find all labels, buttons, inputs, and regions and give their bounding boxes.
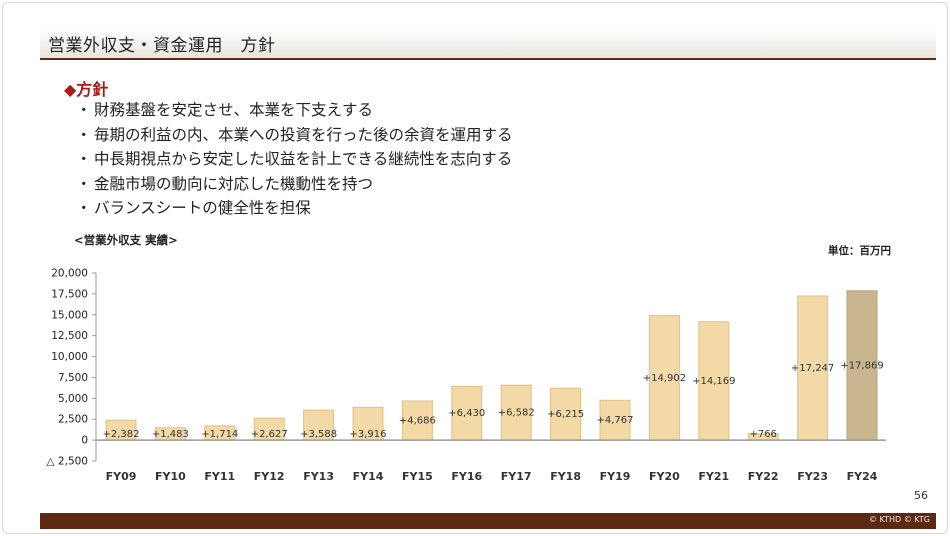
policy-item-text: 毎期の利益の内、本業への投資を行った後の余資を運用する [94, 125, 513, 144]
x-tick-label: FY22 [748, 470, 779, 483]
y-tick-label: 2,500 [58, 414, 88, 426]
data-label: +2,382 [102, 429, 139, 440]
data-label: +766 [749, 429, 776, 440]
data-label: +4,686 [399, 416, 436, 427]
data-label: +6,215 [547, 409, 584, 420]
data-label: +1,483 [152, 429, 189, 440]
x-tick-label: FY24 [847, 470, 878, 483]
chart-title: <営業外収支 実績> [74, 233, 178, 247]
data-label: +14,902 [643, 373, 686, 384]
page-number: 56 [914, 489, 928, 502]
x-tick-label: FY23 [797, 470, 828, 483]
bar [550, 387, 582, 441]
bar [500, 384, 532, 441]
data-label: +17,247 [791, 363, 834, 374]
bullet-marker: ・ [76, 150, 92, 168]
policy-list: ・財務基盤を安定させ、本業を下支えする ・毎期の利益の内、本業への投資を行った後… [76, 98, 513, 221]
y-tick-label: △ 2,500 [47, 456, 88, 468]
x-tick-label: FY14 [353, 470, 384, 483]
bullet-marker: ・ [76, 101, 92, 119]
policy-item: ・バランスシートの健全性を担保 [76, 196, 513, 221]
x-tick-label: FY13 [303, 470, 334, 483]
policy-item: ・金融市場の動向に対応した機動性を持つ [76, 172, 513, 197]
y-tick-label: 7,500 [58, 372, 88, 384]
policy-item-text: 財務基盤を安定させ、本業を下支えする [94, 101, 374, 119]
bar [648, 315, 680, 441]
data-label: +1,714 [201, 429, 238, 440]
data-label: +14,169 [692, 376, 735, 387]
bullet-marker: ・ [76, 174, 92, 193]
y-tick-label: 20,000 [51, 268, 88, 280]
x-tick-label: FY09 [106, 470, 137, 483]
x-tick-label: FY19 [600, 470, 631, 483]
policy-item: ・毎期の利益の内、本業への投資を行った後の余資を運用する [76, 123, 513, 148]
policy-heading: ◆方針 [64, 80, 109, 99]
data-label: +2,627 [251, 429, 288, 440]
x-tick-label: FY18 [550, 470, 581, 483]
y-tick-label: 12,500 [51, 330, 88, 342]
policy-item: ・財務基盤を安定させ、本業を下支えする [76, 98, 513, 123]
policy-item-text: バランスシートの健全性を担保 [94, 199, 311, 217]
x-tick-label: FY17 [501, 470, 532, 483]
y-tick-label: 10,000 [51, 351, 88, 363]
data-label: +6,430 [448, 408, 485, 419]
bar [352, 406, 384, 441]
data-label: +3,588 [300, 429, 337, 440]
x-tick-label: FY11 [204, 470, 235, 483]
data-label: +17,869 [840, 360, 883, 371]
bullet-marker: ・ [76, 125, 92, 144]
unit-label: 単位：百万円 [828, 245, 891, 257]
x-tick-label: FY16 [451, 470, 482, 483]
bar [797, 295, 829, 441]
x-tick-label: FY21 [698, 470, 729, 483]
y-tick-label: 0 [81, 435, 88, 447]
bullet-marker: ・ [76, 199, 92, 217]
x-tick-label: FY12 [254, 470, 285, 483]
policy-item: ・中長期視点から安定した収益を計上できる継続性を志向する [76, 147, 513, 172]
slide-title: 営業外収支・資金運用 方針 [48, 36, 276, 56]
y-tick-label: 17,500 [51, 288, 88, 300]
x-tick-label: FY20 [649, 470, 680, 483]
data-label: +6,582 [498, 408, 535, 419]
data-label: +3,916 [349, 429, 386, 440]
policy-item-text: 金融市場の動向に対応した機動性を持つ [94, 174, 374, 193]
y-tick-label: 5,000 [58, 393, 88, 405]
x-tick-label: FY15 [402, 470, 433, 483]
bar [698, 321, 730, 441]
copyright-text: © KTHD © KTG [868, 515, 930, 524]
y-tick-label: 15,000 [51, 309, 88, 321]
policy-item-text: 中長期視点から安定した収益を計上できる継続性を志向する [94, 150, 513, 168]
title-bar: 営業外収支・資金運用 方針 [40, 28, 936, 60]
data-label: +4,767 [596, 415, 633, 426]
footer-bar: © KTHD © KTG [40, 513, 936, 529]
bar [401, 400, 433, 441]
x-tick-label: FY10 [155, 470, 186, 483]
